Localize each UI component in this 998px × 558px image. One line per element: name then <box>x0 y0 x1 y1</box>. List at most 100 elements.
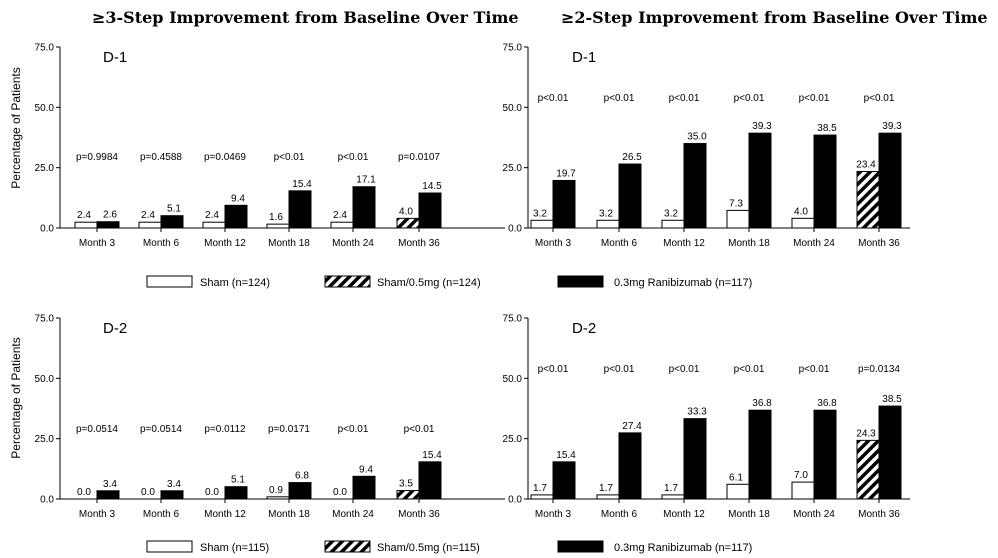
data-label: 36.8 <box>817 398 837 409</box>
p-value-label: p<0.01 <box>538 93 569 104</box>
data-label: 3.2 <box>599 208 613 219</box>
p-value-label: p<0.01 <box>274 152 305 163</box>
legend-swatch-sham <box>146 540 193 553</box>
data-label: 6.8 <box>295 471 309 482</box>
data-label: 27.4 <box>622 421 642 432</box>
legend-label-sham-05mg: Sham/0.5mg (n=115) <box>377 542 480 554</box>
legend-swatch-sham-05mg <box>324 275 371 288</box>
bar-ranibizumab <box>352 475 376 500</box>
data-label: 26.5 <box>622 152 642 163</box>
y-tick-label: 50.0 <box>35 103 55 114</box>
data-label: 14.5 <box>422 181 442 192</box>
bar-ranibizumab <box>418 192 442 229</box>
legend-label-sham-05mg: Sham/0.5mg (n=124) <box>377 277 481 289</box>
p-value-label: p=0.0469 <box>204 152 246 163</box>
bar-ranibizumab <box>813 134 837 229</box>
data-label: 3.2 <box>533 208 547 219</box>
x-tick-label: Month 18 <box>728 238 770 249</box>
p-value-label: p=0.0112 <box>204 424 246 435</box>
bar-sham <box>726 209 750 229</box>
data-label: 4.0 <box>399 206 413 217</box>
x-tick-label: Month 3 <box>79 509 116 520</box>
bar-sham-05mg <box>856 171 880 229</box>
figure-title-left: ≥3-Step Improvement from Baseline Over T… <box>92 8 519 27</box>
x-tick-label: Month 24 <box>332 509 374 520</box>
bar-sham <box>138 221 162 229</box>
data-label: 7.0 <box>794 470 808 481</box>
legend-label-sham: Sham (n=115) <box>200 542 269 554</box>
bar-ranibizumab <box>748 409 772 500</box>
legend-bottom: Sham (n=115) Sham/0.5mg (n=115) 0.3mg Ra… <box>146 540 752 554</box>
x-tick-label: Month 12 <box>663 238 705 249</box>
bar-ranibizumab <box>552 461 576 500</box>
data-label: 1.7 <box>664 483 678 494</box>
bar-ranibizumab <box>618 163 642 229</box>
x-tick-label: Month 3 <box>79 238 116 249</box>
p-value-label: p=0.0514 <box>76 424 118 435</box>
data-label: 4.0 <box>794 206 808 217</box>
x-tick-label: Month 18 <box>728 509 770 520</box>
data-label: 0.0 <box>77 487 91 498</box>
data-label: 9.4 <box>231 193 245 204</box>
bar-sham-05mg <box>396 490 420 500</box>
bar-ranibizumab <box>878 132 902 229</box>
x-tick-label: Month 36 <box>398 238 440 249</box>
panel-label: D-1 <box>103 49 127 66</box>
data-label: 24.3 <box>856 428 876 439</box>
data-label: 39.3 <box>882 121 902 132</box>
x-tick-label: Month 36 <box>398 509 440 520</box>
bar-ranibizumab <box>618 432 642 500</box>
y-tick-label: 50.0 <box>503 374 523 385</box>
data-label: 3.2 <box>664 208 678 219</box>
y-tick-label: 75.0 <box>503 43 523 54</box>
legend-label-ranibizumab: 0.3mg Ranibizumab (n=117) <box>614 277 752 289</box>
x-tick-label: Month 6 <box>143 238 180 249</box>
bar-ranibizumab <box>288 190 312 229</box>
bar-ranibizumab <box>352 186 376 229</box>
p-value-label: p=0.0171 <box>268 424 310 435</box>
bar-ranibizumab <box>552 179 576 229</box>
bar-ranibizumab <box>683 418 707 500</box>
x-tick-label: Month 12 <box>663 509 705 520</box>
panel-label: D-2 <box>103 320 127 337</box>
bar-ranibizumab <box>418 461 442 500</box>
data-label: 3.4 <box>103 479 117 490</box>
data-label: 15.4 <box>422 450 442 461</box>
chart-panels: 0.0 25.0 50.0 75.0 D-1 Month 3 2.4 2.6 p=0.9984 M… <box>35 43 910 520</box>
bar-ranibizumab <box>748 132 772 229</box>
y-tick-label: 75.0 <box>35 314 55 325</box>
bar-ranibizumab <box>160 490 184 500</box>
p-value-label: p<0.01 <box>604 93 635 104</box>
bar-ranibizumab <box>224 204 248 229</box>
x-tick-label: Month 3 <box>535 509 572 520</box>
data-label: 2.6 <box>103 210 117 221</box>
x-tick-label: Month 36 <box>858 509 900 520</box>
p-value-label: p<0.01 <box>538 364 569 375</box>
y-axis-label-bottom: Percentage of Patients <box>9 337 23 458</box>
data-label: 33.3 <box>687 407 707 418</box>
x-tick-label: Month 18 <box>268 238 310 249</box>
data-label: 2.4 <box>77 210 91 221</box>
p-value-label: p=0.0107 <box>398 152 440 163</box>
bar-sham <box>791 217 815 229</box>
data-label: 7.3 <box>729 198 743 209</box>
data-label: 15.4 <box>556 450 576 461</box>
p-value-label: p=0.9984 <box>76 152 118 163</box>
chart-panel-4: 0.0 25.0 50.0 75.0 D-2 Month 3 1.7 15.4 p<0.01 Mo… <box>503 314 910 520</box>
y-tick-label: 75.0 <box>35 43 55 54</box>
bar-ranibizumab <box>160 215 184 229</box>
p-value-label: p<0.01 <box>799 93 830 104</box>
bar-sham-05mg <box>396 217 420 229</box>
data-label: 35.0 <box>687 132 707 143</box>
chart-panel-2: 0.0 25.0 50.0 75.0 D-1 Month 3 3.2 19.7 p<0.01 Mo… <box>503 43 910 249</box>
panel-label: D-2 <box>572 320 596 337</box>
x-tick-label: Month 3 <box>535 238 572 249</box>
data-label: 3.5 <box>399 479 413 490</box>
y-tick-label: 0.0 <box>508 495 522 506</box>
x-tick-label: Month 18 <box>268 509 310 520</box>
legend-swatch-ranibizumab <box>557 275 604 288</box>
p-value-label: p<0.01 <box>799 364 830 375</box>
data-label: 36.8 <box>752 398 772 409</box>
data-label: 1.7 <box>599 483 613 494</box>
bar-sham <box>330 221 354 229</box>
